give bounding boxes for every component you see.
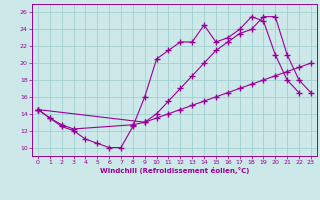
X-axis label: Windchill (Refroidissement éolien,°C): Windchill (Refroidissement éolien,°C) (100, 167, 249, 174)
